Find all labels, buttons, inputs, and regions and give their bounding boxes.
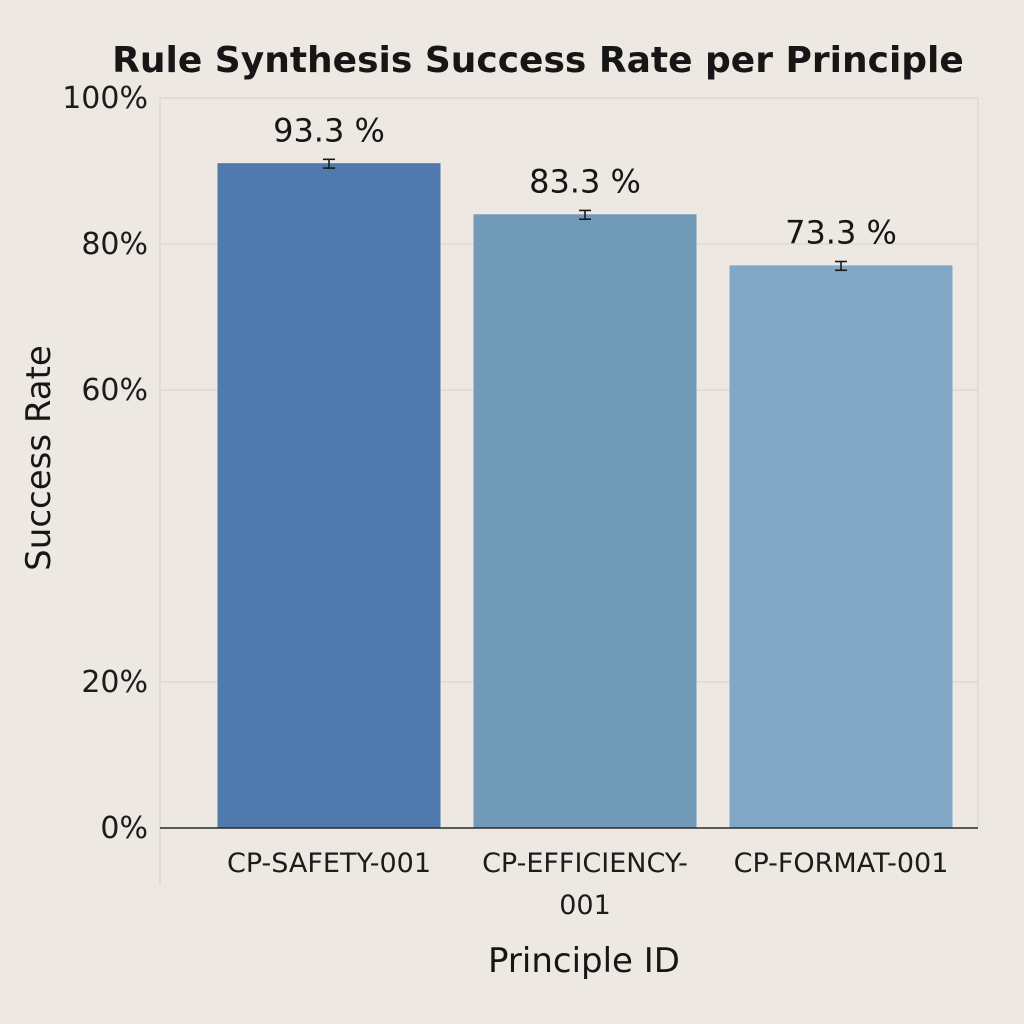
x-tick-label: CP-FORMAT-001 [734,848,949,879]
x-tick-label: CP-EFFICIENCY- [482,848,688,879]
error-bars [323,158,847,272]
data-label: 73.3 % [785,214,897,252]
bar [729,265,953,829]
data-labels: 93.3 % 83.3 % 73.3 % [273,111,897,251]
x-tick-label: CP-SAFETY-001 [227,848,431,879]
y-axis-label: Success Rate [19,345,59,571]
bars [217,163,953,829]
bar [473,214,697,829]
x-tick-labels: CP-SAFETY-001 CP-EFFICIENCY- 001 CP-FORMAT-… [227,848,948,921]
y-tick-label: 0% [100,811,148,846]
data-label: 83.3 % [529,162,641,200]
y-tick-label: 100% [62,81,148,116]
y-tick-label: 60% [81,373,148,408]
y-tick-label: 20% [81,665,148,700]
bar [217,163,441,829]
y-tick-label: 80% [81,227,148,262]
chart-title: Rule Synthesis Success Rate per Principl… [112,40,964,81]
y-tick-labels: 0% 20% 60% 80% 100% [62,81,148,846]
data-label: 93.3 % [273,111,385,149]
axes [159,98,978,885]
x-tick-label-line2: 001 [559,890,611,921]
x-axis-label: Principle ID [488,941,680,981]
